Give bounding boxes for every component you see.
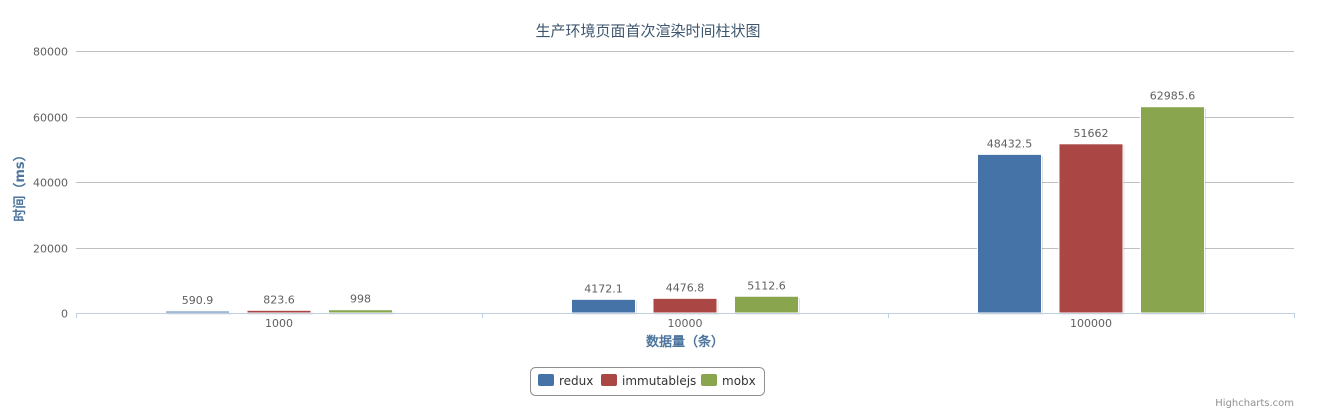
data-label: 590.9 — [182, 294, 214, 307]
data-label: 4476.8 — [666, 281, 705, 294]
x-tick-label: 10000 — [668, 317, 703, 330]
y-tick-label: 0 — [61, 308, 68, 321]
y-axis-title: 时间（ms） — [12, 148, 28, 221]
data-label: 823.6 — [263, 293, 295, 306]
credits-link[interactable]: Highcharts.com — [1215, 398, 1294, 409]
data-label: 998 — [350, 293, 371, 306]
x-tick-label: 1000 — [265, 317, 293, 330]
y-tick-label: 60000 — [33, 112, 68, 125]
bar-immutablejs-1000[interactable] — [246, 309, 312, 314]
y-tick-label: 40000 — [33, 177, 68, 190]
legend-swatch — [601, 374, 617, 386]
x-axis-ticks: 1000 10000 100000 — [76, 313, 1295, 330]
bar-redux-100000[interactable] — [977, 153, 1042, 314]
data-label: 62985.6 — [1150, 90, 1196, 103]
legend-swatch — [538, 374, 554, 386]
bar-redux-10000[interactable] — [571, 298, 636, 314]
bars[interactable] — [165, 106, 1207, 315]
bar-immutablejs-10000[interactable] — [652, 297, 718, 314]
y-tick-label: 80000 — [33, 46, 68, 59]
legend-label: mobx — [722, 374, 756, 388]
legend-label: immutablejs — [622, 374, 696, 388]
legend-swatch — [701, 374, 717, 386]
y-tick-label: 20000 — [33, 243, 68, 256]
legend[interactable]: redux immutablejs mobx — [530, 367, 765, 396]
legend-label: redux — [559, 374, 593, 388]
x-axis-title: 数据量（条） — [646, 334, 724, 350]
legend-item-mobx[interactable]: mobx — [701, 374, 756, 388]
bar-mobx-100000[interactable] — [1140, 106, 1205, 314]
data-labels: 590.9 4172.1 48432.5 823.6 4476.8 51662 998 511… — [182, 90, 1196, 307]
bar-mobx-10000[interactable] — [734, 295, 799, 314]
data-label: 51662 — [1074, 127, 1109, 140]
y-axis-ticks: 0 20000 40000 60000 80000 — [33, 46, 68, 321]
x-tick-label: 100000 — [1070, 317, 1112, 330]
legend-item-immutablejs[interactable]: immutablejs — [601, 374, 696, 388]
bar-immutablejs-100000[interactable] — [1058, 143, 1124, 314]
chart-title: 生产环境页面首次渲染时间柱状图 — [535, 22, 760, 40]
bar-redux-1000[interactable] — [165, 310, 230, 314]
data-label: 5112.6 — [747, 279, 786, 292]
bar-mobx-1000[interactable] — [328, 309, 393, 314]
data-label: 4172.1 — [584, 282, 623, 295]
data-label: 48432.5 — [987, 137, 1033, 150]
legend-item-redux[interactable]: redux — [538, 374, 593, 388]
